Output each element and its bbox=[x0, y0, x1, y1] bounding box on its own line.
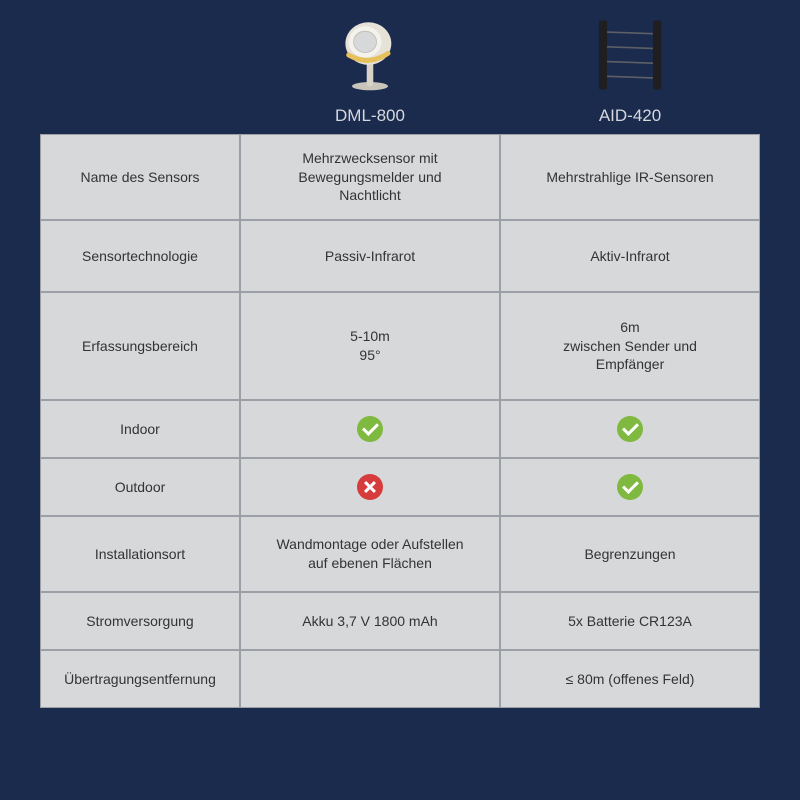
table-row: Indoor bbox=[40, 400, 760, 458]
value-text: Begrenzungen bbox=[584, 545, 675, 564]
row-label: Indoor bbox=[40, 400, 240, 458]
product-header-dml800: DML-800 bbox=[240, 10, 500, 134]
product-header-aid420: AID-420 bbox=[500, 10, 760, 134]
value-text: auf ebenen Flächen bbox=[308, 554, 432, 573]
table-row: InstallationsortWandmontage oder Aufstel… bbox=[40, 516, 760, 592]
row-value: Wandmontage oder Aufstellenauf ebenen Fl… bbox=[240, 516, 500, 592]
row-value: Aktiv-Infrarot bbox=[500, 220, 760, 292]
value-text: Akku 3,7 V 1800 mAh bbox=[302, 612, 437, 631]
header-spacer bbox=[40, 10, 240, 134]
row-label: Sensortechnologie bbox=[40, 220, 240, 292]
row-value bbox=[500, 400, 760, 458]
table-row: Stromversorgung Akku 3,7 V 1800 mAh 5x Bat… bbox=[40, 592, 760, 650]
product-image-spotlight bbox=[325, 10, 415, 100]
row-label: Installationsort bbox=[40, 516, 240, 592]
table-row: Outdoor bbox=[40, 458, 760, 516]
value-text: 6m bbox=[620, 318, 639, 337]
table-row: Übertragungsentfernung ≤ 80m (offenes Fel… bbox=[40, 650, 760, 708]
value-text: zwischen Sender und bbox=[563, 337, 697, 356]
table-row: Erfassungsbereich5-10m95°6mzwischen Send… bbox=[40, 292, 760, 400]
value-text: ≤ 80m (offenes Feld) bbox=[566, 670, 695, 689]
row-value bbox=[500, 458, 760, 516]
row-value: 6mzwischen Sender undEmpfänger bbox=[500, 292, 760, 400]
row-value bbox=[240, 650, 500, 708]
value-text: Bewegungsmelder und bbox=[298, 168, 441, 187]
row-value: 5x Batterie CR123A bbox=[500, 592, 760, 650]
row-value bbox=[240, 400, 500, 458]
product-image-beam-barrier bbox=[585, 10, 675, 100]
value-text: 95° bbox=[359, 346, 380, 365]
row-value: Akku 3,7 V 1800 mAh bbox=[240, 592, 500, 650]
value-text: Passiv-Infrarot bbox=[325, 247, 415, 266]
value-text: 5x Batterie CR123A bbox=[568, 612, 692, 631]
table-row: Sensortechnologie Passiv-Infrarot Aktiv-In… bbox=[40, 220, 760, 292]
value-text: Mehrzwecksensor mit bbox=[302, 149, 437, 168]
row-label: Outdoor bbox=[40, 458, 240, 516]
value-text: Mehrstrahlige IR-Sensoren bbox=[546, 168, 713, 187]
value-text: Wandmontage oder Aufstellen bbox=[276, 535, 463, 554]
comparison-table: Name des SensorsMehrzwecksensor mitBeweg… bbox=[40, 134, 760, 708]
cross-icon bbox=[357, 474, 383, 500]
row-label: Erfassungsbereich bbox=[40, 292, 240, 400]
check-icon bbox=[617, 474, 643, 500]
row-value: Begrenzungen bbox=[500, 516, 760, 592]
row-label: Übertragungsentfernung bbox=[40, 650, 240, 708]
value-text: Aktiv-Infrarot bbox=[590, 247, 669, 266]
value-text: Empfänger bbox=[596, 355, 664, 374]
row-value: Mehrstrahlige IR-Sensoren bbox=[500, 134, 760, 220]
product-label: DML-800 bbox=[335, 106, 405, 126]
row-value: Passiv-Infrarot bbox=[240, 220, 500, 292]
row-value: Mehrzwecksensor mitBewegungsmelder undNa… bbox=[240, 134, 500, 220]
check-icon bbox=[357, 416, 383, 442]
row-label: Stromversorgung bbox=[40, 592, 240, 650]
table-row: Name des SensorsMehrzwecksensor mitBeweg… bbox=[40, 134, 760, 220]
product-header-row: DML-800 AID-420 bbox=[40, 10, 760, 134]
row-value bbox=[240, 458, 500, 516]
row-value: 5-10m95° bbox=[240, 292, 500, 400]
value-text: 5-10m bbox=[350, 327, 390, 346]
check-icon bbox=[617, 416, 643, 442]
value-text: Nachtlicht bbox=[339, 186, 400, 205]
row-value: ≤ 80m (offenes Feld) bbox=[500, 650, 760, 708]
product-label: AID-420 bbox=[599, 106, 661, 126]
row-label: Name des Sensors bbox=[40, 134, 240, 220]
